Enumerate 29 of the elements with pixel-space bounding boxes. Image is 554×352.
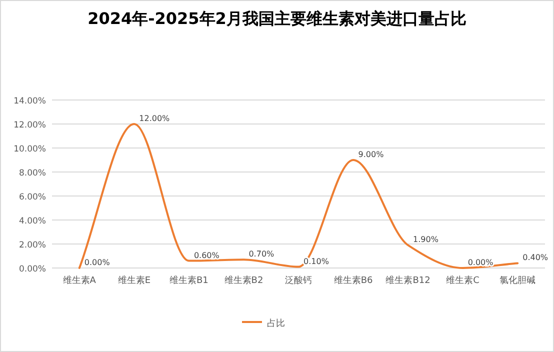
- data-label: 0.00%: [468, 258, 494, 267]
- y-tick-label: 6.00%: [18, 192, 46, 202]
- x-tick-label: 维生素C: [446, 275, 480, 286]
- data-label: 12.00%: [139, 114, 170, 123]
- x-tick-label: 维生素B1: [169, 275, 208, 286]
- x-tick-label: 维生素E: [118, 275, 151, 286]
- y-tick-label: 10.00%: [14, 144, 46, 154]
- y-tick-label: 12.00%: [14, 120, 46, 130]
- x-tick-label: 维生素B2: [224, 275, 264, 286]
- y-tick-label: 2.00%: [18, 240, 46, 250]
- data-label: 1.90%: [413, 235, 439, 244]
- data-label: 0.40%: [522, 253, 548, 262]
- x-tick-label: 维生素B12: [386, 275, 430, 286]
- data-label: 9.00%: [358, 150, 384, 159]
- x-tick-label: 氯化胆碱: [500, 275, 536, 286]
- data-label: 0.70%: [248, 250, 275, 259]
- x-tick-label: 维生素B6: [334, 275, 373, 286]
- legend: 占比: [242, 319, 285, 329]
- y-tick-label: 0.00%: [18, 264, 46, 274]
- data-label: 0.00%: [84, 258, 110, 267]
- data-label: 0.60%: [194, 250, 220, 260]
- y-tick-label: 4.00%: [18, 216, 46, 226]
- y-tick-label: 8.00%: [18, 168, 46, 178]
- legend-label: 占比: [267, 318, 285, 329]
- x-tick-label: 泛酸钙: [285, 275, 312, 286]
- y-tick-label: 14.00%: [14, 96, 46, 106]
- chart-title: 2024年-2025年2月我国主要维生素对美进口量占比: [88, 9, 466, 28]
- line-series: [78, 123, 519, 269]
- x-tick-label: 维生素A: [62, 275, 97, 286]
